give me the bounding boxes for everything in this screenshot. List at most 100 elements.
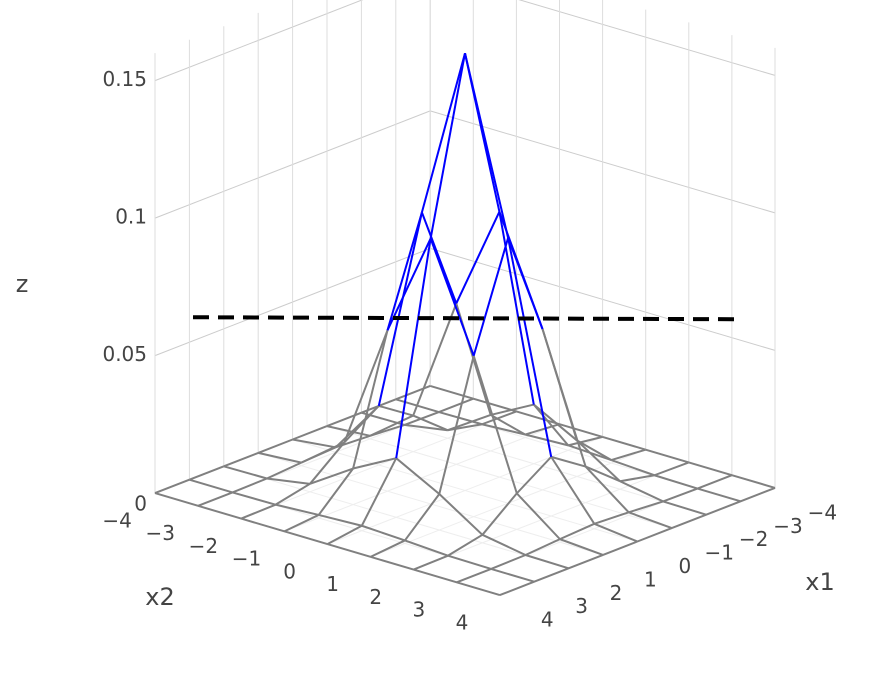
surface-segment: [395, 384, 431, 401]
x1-tick-label: 2: [610, 581, 623, 605]
surface-segment: [464, 53, 510, 239]
surface-segment: [645, 448, 690, 464]
surface-segment: [481, 533, 526, 556]
surface-segment: [343, 405, 380, 444]
z-tick-label: 0.1: [115, 205, 147, 229]
surface-segment: [585, 465, 621, 483]
x2-tick-label: 1: [326, 572, 339, 596]
surface-segment: [309, 441, 346, 485]
x2-tick-label: 3: [412, 598, 425, 622]
surface-segment: [740, 486, 776, 503]
surface-segment: [507, 237, 544, 330]
surface-segment: [516, 492, 561, 540]
surface-segment: [284, 530, 328, 546]
surface-segment: [232, 491, 276, 506]
surface-segment: [197, 491, 233, 507]
surface-segment: [300, 441, 345, 464]
surface-segment: [507, 237, 553, 458]
surface-segment: [576, 439, 621, 482]
x1-tick-label: 4: [541, 608, 554, 632]
surface-segment: [420, 52, 466, 213]
surface-segment: [361, 524, 406, 542]
surface-segment: [498, 211, 535, 405]
surface-segment: [602, 435, 646, 451]
surface-segment: [619, 474, 655, 483]
x2-tick-label: −4: [102, 508, 131, 532]
z-tick-label: 0: [134, 492, 147, 516]
surface-segment: [447, 533, 483, 557]
surface-segment: [326, 411, 362, 428]
surface-segment: [386, 212, 423, 331]
surface-segment: [438, 397, 474, 413]
x1-tick-label: −4: [808, 500, 837, 524]
surface-segment: [395, 457, 440, 495]
x2-tick-label: 2: [369, 585, 382, 609]
surface-segment: [541, 328, 587, 467]
surface-segment: [352, 330, 389, 469]
x1-tick-label: −2: [739, 527, 768, 551]
surface-segment: [420, 212, 458, 304]
surface-segment: [240, 503, 276, 520]
surface-segment: [386, 238, 432, 331]
surface-segment: [654, 474, 698, 490]
surface-segment: [413, 568, 457, 584]
surface-segment: [593, 522, 638, 543]
surface-segment: [654, 461, 690, 477]
x2-floor-line: [241, 410, 517, 520]
surface-segment: [377, 212, 423, 407]
surface-segment: [438, 355, 475, 495]
surface-segment: [662, 487, 698, 503]
surface-segment: [292, 425, 328, 441]
surface-segment: [525, 538, 561, 556]
x1-tick-label: 1: [644, 567, 657, 591]
surface-segment: [559, 423, 603, 438]
surface-segment: [326, 524, 363, 545]
surface-segment: [697, 474, 733, 490]
surface-segment: [490, 567, 535, 583]
surface-segment: [525, 554, 569, 570]
surface-segment: [266, 461, 302, 480]
surface-segment: [568, 553, 604, 570]
surface-segment: [610, 459, 655, 477]
surface-segment: [412, 414, 448, 432]
surface-segment: [559, 522, 595, 541]
surface-segment: [490, 414, 526, 436]
surface-segment: [257, 438, 293, 454]
surface-segment: [257, 451, 302, 464]
surface-segment: [559, 538, 604, 556]
z-tick-label: 0.05: [102, 342, 147, 366]
x2-tick-label: 4: [456, 610, 469, 634]
surface-segment: [731, 474, 776, 489]
surface-segment: [516, 410, 560, 426]
surface-segment: [275, 503, 319, 516]
surface-segment: [619, 480, 664, 503]
surface-segment: [352, 457, 397, 470]
x2-axis-title: x2: [145, 583, 174, 611]
surface-segment: [189, 465, 225, 481]
surface-segment: [189, 478, 233, 494]
x2-floor-line: [413, 461, 689, 571]
surface-segment: [360, 457, 398, 527]
surface-segment: [550, 456, 596, 525]
x2-floor-line: [327, 436, 603, 545]
surface-segment: [447, 554, 492, 570]
surface-segment: [343, 329, 389, 443]
surface-segment: [309, 467, 354, 485]
x1-tick-label: −1: [704, 541, 733, 565]
surface-segment: [455, 211, 501, 304]
surface-segment: [567, 435, 603, 447]
surface-segment: [317, 467, 354, 516]
surface-segment: [671, 513, 707, 530]
surface-segment: [275, 482, 311, 506]
z-axis-title: z: [16, 270, 29, 298]
surface-segment: [223, 465, 268, 480]
surface-segment: [473, 397, 517, 413]
surface-segment: [490, 403, 535, 416]
surface-segment: [490, 554, 526, 570]
surface-segment: [481, 492, 518, 536]
surface-segment: [662, 500, 707, 516]
surface-segment: [232, 477, 268, 494]
surface-segment: [697, 487, 741, 503]
surface-segment: [688, 461, 733, 477]
surface-segment: [481, 410, 517, 426]
